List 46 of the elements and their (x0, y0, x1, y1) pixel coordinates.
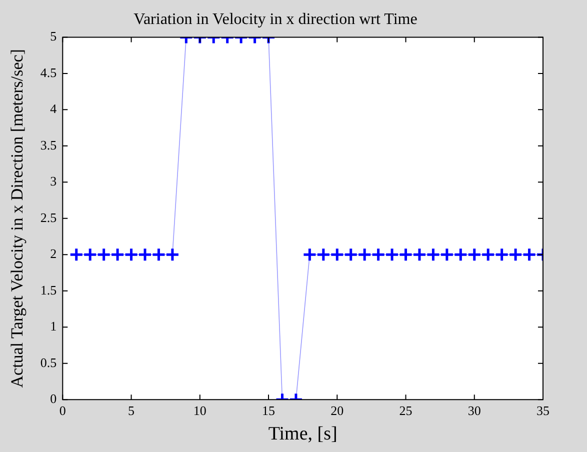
chart-title: Variation in Velocity in x direction wrt Time (134, 10, 418, 28)
point (384, 247, 400, 262)
point (151, 247, 166, 262)
x-tick-label: 10 (193, 402, 206, 418)
point (302, 247, 317, 262)
y-tick-label: 1.5 (40, 282, 57, 298)
point (165, 247, 180, 262)
point (110, 247, 125, 262)
y-tick-label: 5 (50, 28, 57, 44)
point (426, 247, 440, 262)
point (398, 247, 414, 262)
x-tick-label: 5 (128, 402, 135, 418)
y-tick-label: 2 (50, 246, 57, 262)
y-tick-label: 4.5 (40, 64, 57, 80)
point (412, 247, 427, 262)
y-tick-label: 1 (50, 318, 57, 334)
point (453, 247, 468, 262)
point (316, 247, 331, 262)
y-tick-label: 3.5 (40, 137, 57, 152)
point (69, 247, 84, 262)
point (371, 247, 386, 262)
point (480, 247, 496, 262)
point (440, 247, 454, 262)
x-tick-label: 35 (536, 402, 550, 418)
point (96, 247, 112, 262)
point (522, 247, 537, 262)
y-tick-label: 3 (50, 174, 57, 189)
point (357, 247, 372, 262)
y-tick-label: 0 (50, 391, 57, 406)
point (494, 247, 510, 262)
point (344, 247, 358, 262)
point (508, 247, 523, 262)
x-axis-title: Time, [s] (268, 424, 338, 445)
point (138, 247, 152, 262)
point (467, 247, 482, 262)
y-tick-label: 4 (50, 101, 58, 116)
point (82, 247, 98, 262)
x-tick-label: 15 (262, 402, 276, 418)
point (124, 247, 139, 262)
y-tick-label: 0.5 (40, 354, 57, 370)
y-tick-label: 2.5 (40, 210, 57, 225)
point (330, 247, 344, 262)
x-tick-label: 25 (399, 402, 412, 418)
x-tick-label: 20 (330, 402, 344, 418)
y-axis-title: Actual Target Velocity in x Direction [meters/sec] (8, 49, 27, 388)
x-tick-label: 30 (468, 402, 481, 418)
